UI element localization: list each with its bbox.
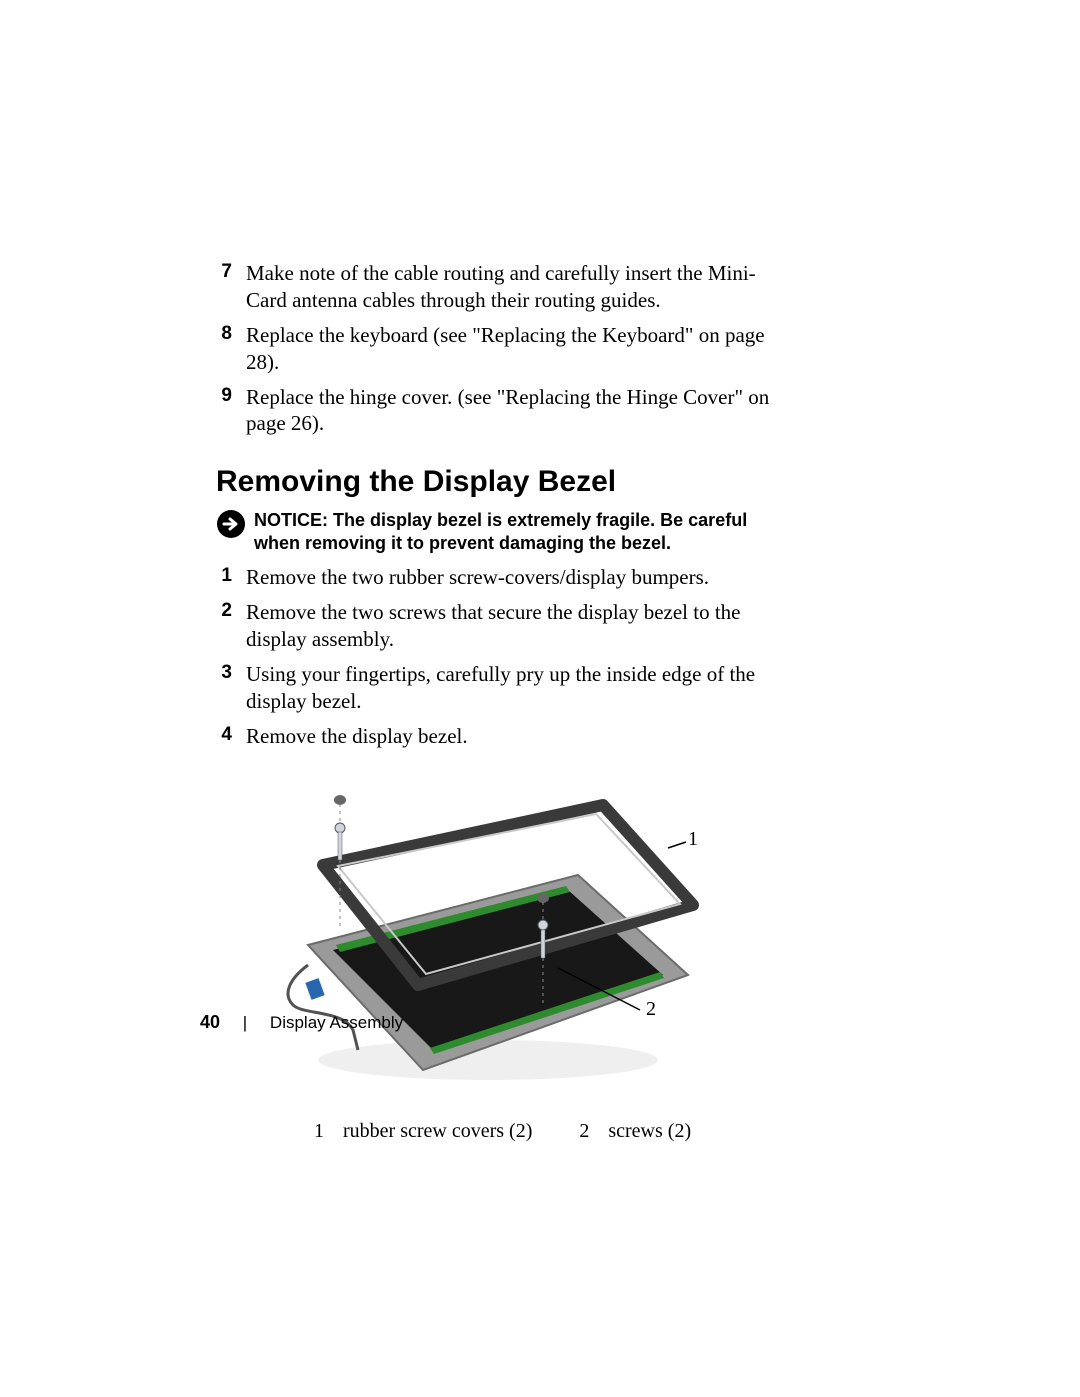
continued-steps-list: 7 Make note of the cable routing and car… — [200, 260, 930, 437]
notice-body: The display bezel is extremely fragile. … — [254, 510, 747, 553]
notice-label: NOTICE: — [254, 510, 328, 530]
step-number: 9 — [200, 384, 246, 438]
list-item: 9 Replace the hinge cover. (see "Replaci… — [200, 384, 930, 438]
list-item: 7 Make note of the cable routing and car… — [200, 260, 930, 314]
step-number: 4 — [200, 723, 246, 750]
section-heading: Removing the Display Bezel — [216, 465, 930, 499]
step-number: 7 — [200, 260, 246, 314]
page-number: 40 — [200, 1012, 220, 1032]
step-number: 1 — [200, 564, 246, 591]
step-text: Replace the hinge cover. (see "Replacing… — [246, 384, 776, 438]
step-text: Remove the two rubber screw-covers/displ… — [246, 564, 776, 591]
notice: NOTICE: The display bezel is extremely f… — [216, 509, 930, 554]
callout-2: 2 — [646, 998, 656, 1021]
step-text: Make note of the cable routing and caref… — [246, 260, 776, 314]
footer-separator: | — [243, 1013, 247, 1032]
step-number: 2 — [200, 599, 246, 653]
step-number: 8 — [200, 322, 246, 376]
legend-key: 1 — [300, 1120, 324, 1143]
bezel-steps-list: 1 Remove the two rubber screw-covers/dis… — [200, 564, 930, 749]
step-text: Replace the keyboard (see "Replacing the… — [246, 322, 776, 376]
list-item: 1 Remove the two rubber screw-covers/dis… — [200, 564, 930, 591]
page: 7 Make note of the cable routing and car… — [0, 0, 1080, 1397]
legend-label: screws (2) — [608, 1120, 691, 1143]
notice-text: NOTICE: The display bezel is extremely f… — [254, 509, 754, 554]
list-item: 8 Replace the keyboard (see "Replacing t… — [200, 322, 930, 376]
legend-label: rubber screw covers (2) — [343, 1120, 532, 1143]
display-bezel-figure: 1 2 — [248, 770, 728, 1090]
notice-arrow-icon — [216, 509, 246, 539]
legend-key: 2 — [565, 1120, 589, 1143]
list-item: 2 Remove the two screws that secure the … — [200, 599, 930, 653]
list-item: 4 Remove the display bezel. — [200, 723, 930, 750]
step-text: Remove the two screws that secure the di… — [246, 599, 776, 653]
page-footer: 40 | Display Assembly — [200, 1012, 403, 1033]
step-number: 3 — [200, 661, 246, 715]
list-item: 3 Using your fingertips, carefully pry u… — [200, 661, 930, 715]
callout-1: 1 — [688, 828, 698, 851]
step-text: Remove the display bezel. — [246, 723, 776, 750]
step-text: Using your fingertips, carefully pry up … — [246, 661, 776, 715]
figure-legend: 1 rubber screw covers (2) 2 screws (2) — [300, 1120, 930, 1143]
footer-section: Display Assembly — [270, 1013, 403, 1032]
